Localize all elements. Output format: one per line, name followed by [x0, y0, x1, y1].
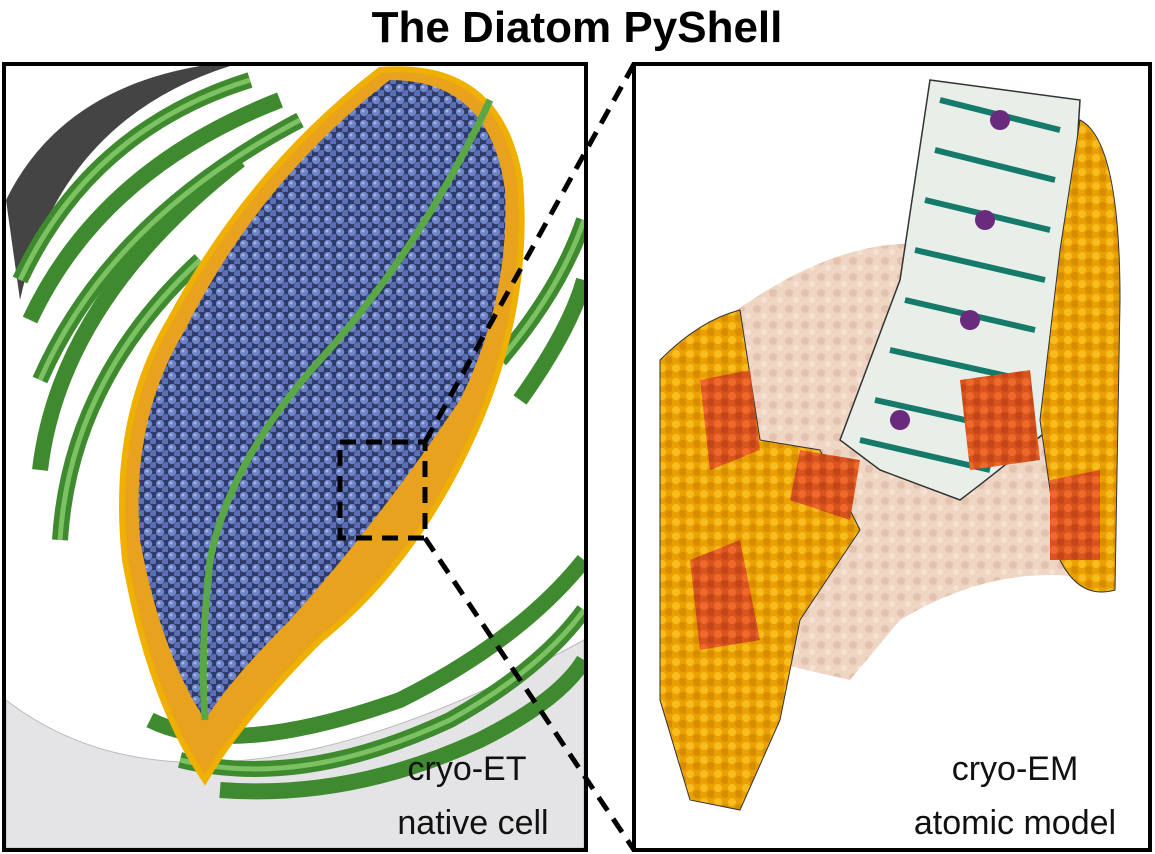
title: The Diatom PyShell: [372, 3, 783, 52]
cryo-em-model: [636, 66, 1148, 848]
right-frame: [632, 62, 1152, 852]
left-label: native cell: [397, 804, 548, 842]
cryo-et-image: [6, 66, 584, 848]
left-label: cryo-ET: [408, 750, 527, 788]
left-frame: [2, 62, 588, 852]
right-label: atomic model: [914, 804, 1116, 842]
zoom-indicator: [337, 62, 637, 852]
right-label: cryo-EM: [952, 750, 1079, 788]
